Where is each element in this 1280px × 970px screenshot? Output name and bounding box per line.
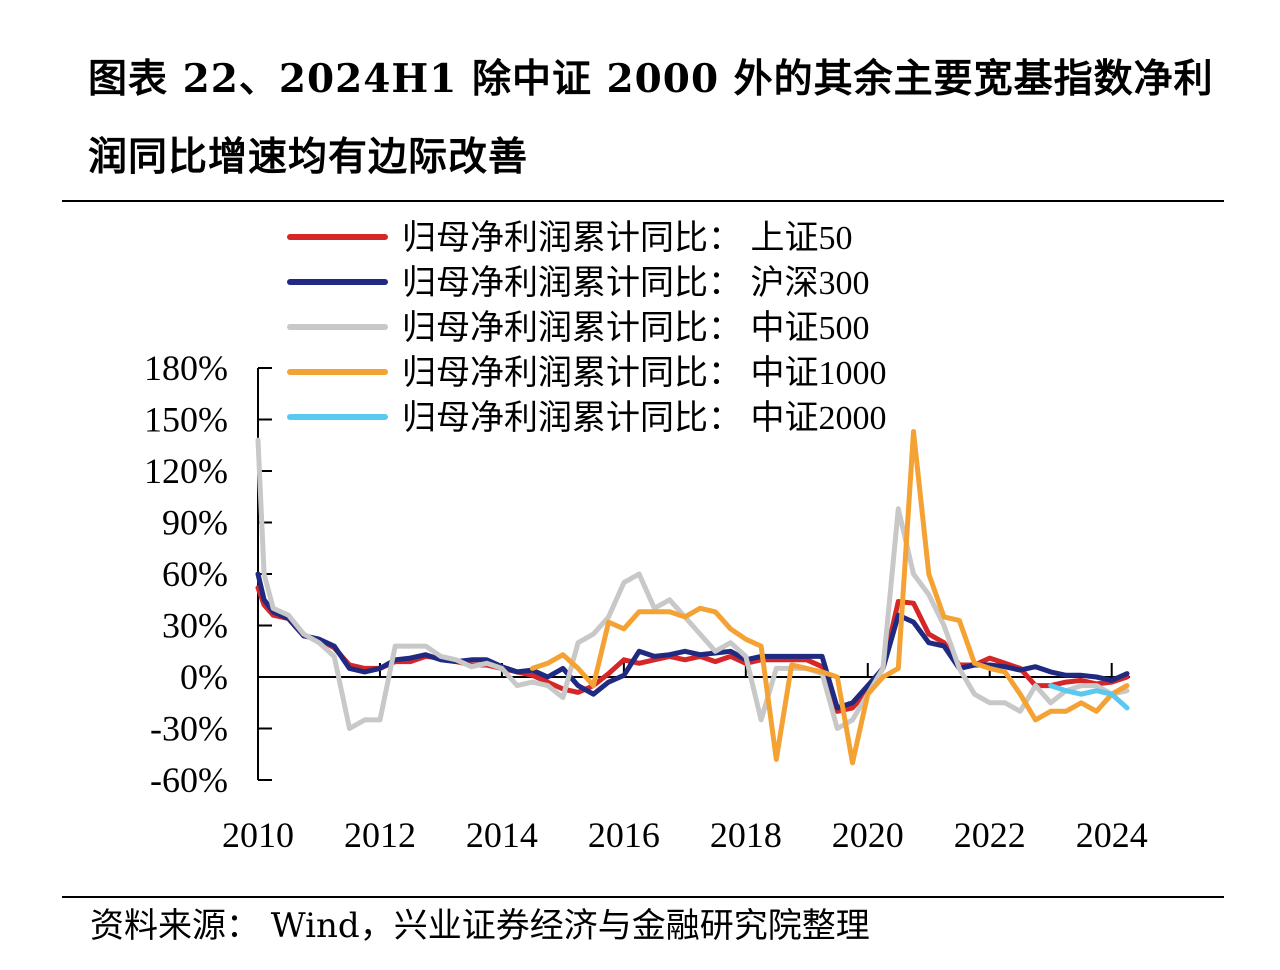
x-tick-label: 2018 [710,815,782,855]
y-tick-label: 0% [180,657,228,697]
y-tick-label: 120% [144,451,228,491]
legend-label-1: 归母净利润累计同比： 沪深300 [402,264,870,302]
line-chart: 归母净利润累计同比： 上证50 归母净利润累计同比： 沪深300 归母净利润累计同比… [144,219,1148,855]
legend-label-0: 归母净利润累计同比： 上证50 [402,219,853,257]
x-tick-label: 2010 [222,815,294,855]
series-line-4 [1048,683,1130,711]
x-axis-ticks: 2010 2012 2014 2016 2018 2020 2022 2024 [222,663,1148,855]
source-note: 资料来源： Wind，兴业证券经济与金融研究院整理 [90,906,870,946]
series-line-3 [529,429,1130,766]
top-divider [62,200,1224,202]
legend-label-4: 归母净利润累计同比： 中证2000 [402,399,887,437]
legend-label-2: 归母净利润累计同比： 中证500 [402,309,870,347]
series-line-0 [255,585,1130,714]
x-tick-label: 2024 [1076,815,1148,855]
x-tick-label: 2016 [588,815,660,855]
x-tick-label: 2020 [832,815,904,855]
y-tick-label: 150% [144,400,228,440]
series-line-2 [255,437,1130,731]
x-tick-label: 2022 [954,815,1026,855]
x-tick-label: 2012 [344,815,416,855]
y-axis-ticks: 180% 150% 120% 90% 60% 30% 0% -30% -60% [144,348,272,800]
x-tick-label: 2014 [466,815,538,855]
series-lines [255,429,1130,766]
chart-title: 图表 22、2024H1 除中证 2000 外的其余主要宽基指数净利润同比增速均… [88,56,1214,180]
y-tick-label: -30% [150,709,228,749]
y-tick-label: 60% [162,554,228,594]
legend-label-3: 归母净利润累计同比： 中证1000 [402,354,887,392]
chart-axes: 180% 150% 120% 90% 60% 30% 0% -30% -60% 2010 2012… [144,348,1148,855]
bottom-divider [62,896,1224,898]
y-tick-label: 30% [162,606,228,646]
chart-legend: 归母净利润累计同比： 上证50 归母净利润累计同比： 沪深300 归母净利润累计同比… [287,219,887,437]
y-tick-label: 90% [162,503,228,543]
y-tick-label: 180% [144,348,228,388]
y-tick-label: -60% [150,760,228,800]
